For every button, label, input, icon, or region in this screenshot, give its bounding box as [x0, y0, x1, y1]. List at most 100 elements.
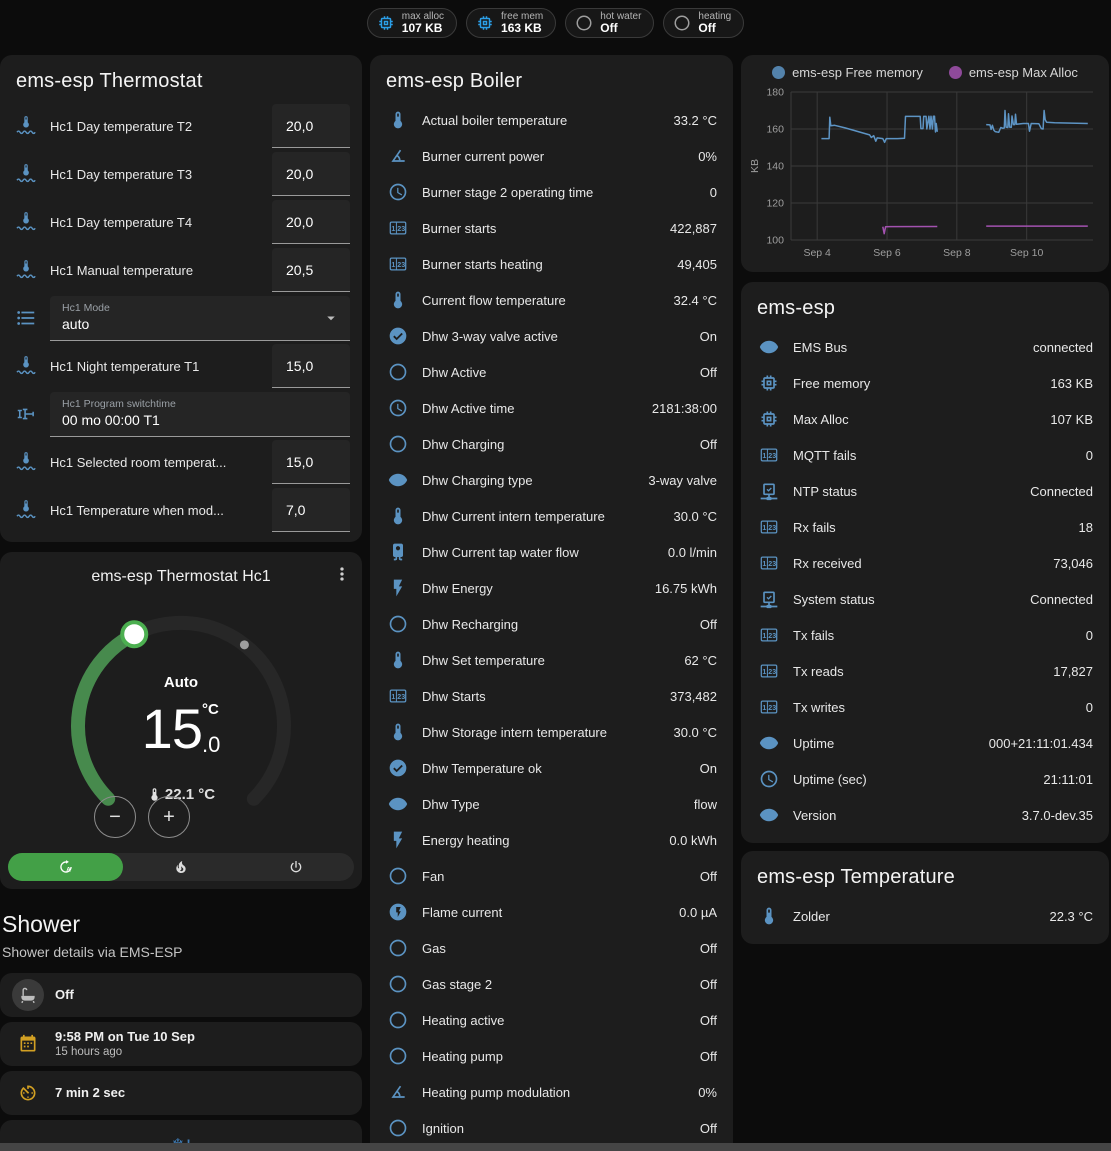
entity-row[interactable]: Gas stage 2 Off [370, 966, 733, 1002]
entity-value: 0 [1085, 447, 1093, 463]
chart-legend: ems-esp Free memory ems-esp Max Alloc [747, 65, 1103, 80]
entity-icon-wrap: 1 23 [386, 254, 410, 274]
flame-mode-button[interactable] [123, 853, 238, 881]
text-input[interactable]: Hc1 Program switchtime 00 mo 00:00 T1 [50, 391, 350, 437]
entity-icon-wrap [386, 362, 410, 382]
entity-label: Burner starts heating [422, 256, 543, 272]
svg-text:1: 1 [762, 560, 766, 568]
entity-label: MQTT fails [793, 447, 857, 463]
status-chip[interactable]: heating Off [663, 8, 745, 38]
auto-mode-mode-button[interactable]: A [8, 853, 124, 881]
temp-decrease-button[interactable]: − [94, 796, 136, 838]
entity-row[interactable]: 1 23 Dhw Starts 373,482 [370, 678, 733, 714]
entity-row[interactable]: Ignition Off [370, 1110, 733, 1146]
chip-label: free mem [501, 10, 544, 22]
entity-label: Burner current power [422, 148, 545, 164]
number-input[interactable]: 7,0 [272, 488, 350, 532]
entity-value: 0.0 kWh [669, 832, 717, 848]
number-input[interactable]: 20,0 [272, 200, 350, 244]
number-input[interactable]: 20,0 [272, 152, 350, 196]
entity-row[interactable]: Dhw Charging type 3-way valve [370, 462, 733, 498]
entity-row[interactable]: 1 23 Tx reads 17,827 [741, 653, 1109, 689]
number-input[interactable]: 20,0 [272, 104, 350, 148]
counter-icon: 1 23 [759, 553, 779, 573]
entity-row[interactable]: NTP status Connected [741, 473, 1109, 509]
status-chip[interactable]: hot water Off [565, 8, 655, 38]
thermometer-waves-icon [15, 211, 37, 233]
entity-value: Off [699, 436, 717, 452]
entity-row[interactable]: Actual boiler temperature 33.2 °C [370, 102, 733, 138]
eye-icon [388, 470, 408, 490]
circle-icon [388, 938, 408, 958]
shower-tile[interactable]: 7 min 2 sec [0, 1071, 362, 1115]
target-temp-integer: 15 [141, 697, 203, 760]
entity-row[interactable]: Dhw Active time 2181:38:00 [370, 390, 733, 426]
entity-row[interactable]: Free memory 163 KB [741, 365, 1109, 401]
entity-row[interactable]: 1 23 Tx writes 0 [741, 689, 1109, 725]
entity-row[interactable]: Dhw Temperature ok On [370, 750, 733, 786]
entity-row[interactable]: Max Alloc 107 KB [741, 401, 1109, 437]
shower-tile[interactable]: Off [0, 973, 362, 1017]
entity-row[interactable]: Heating pump Off [370, 1038, 733, 1074]
entity-icon-wrap [757, 373, 781, 393]
entity-row[interactable]: Version 3.7.0-dev.35 [741, 797, 1109, 833]
entity-row[interactable]: 1 23 Rx received 73,046 [741, 545, 1109, 581]
entity-row[interactable]: Zolder 22.3 °C [741, 898, 1109, 934]
tile-primary-text: 9:58 PM on Tue 10 Sep [55, 1028, 195, 1044]
shower-tile[interactable]: 9:58 PM on Tue 10 Sep 15 hours ago [0, 1022, 362, 1066]
entity-row[interactable]: Burner stage 2 operating time 0 [370, 174, 733, 210]
legend-item[interactable]: ems-esp Max Alloc [948, 65, 1078, 80]
svg-text:23: 23 [768, 704, 776, 712]
entity-row[interactable]: Gas Off [370, 930, 733, 966]
entity-row[interactable]: Dhw Active Off [370, 354, 733, 390]
number-input[interactable]: 15,0 [272, 440, 350, 484]
svg-text:Sep 4: Sep 4 [803, 247, 831, 259]
entity-row[interactable]: Uptime (sec) 21:11:01 [741, 761, 1109, 797]
entity-row[interactable]: EMS Bus connected [741, 329, 1109, 365]
entity-row[interactable]: Dhw 3-way valve active On [370, 318, 733, 354]
dial-arc[interactable] [16, 588, 346, 838]
entity-row[interactable]: Dhw Recharging Off [370, 606, 733, 642]
entity-row[interactable]: Dhw Set temperature 62 °C [370, 642, 733, 678]
select-input[interactable]: Hc1 Mode auto [50, 295, 350, 341]
entity-row[interactable]: Dhw Energy 16.75 kWh [370, 570, 733, 606]
temp-increase-button[interactable]: + [148, 796, 190, 838]
entity-row[interactable]: Dhw Current tap water flow 0.0 l/min [370, 534, 733, 570]
entity-row[interactable]: 1 23 Tx fails 0 [741, 617, 1109, 653]
entity-row[interactable]: 1 23 Burner starts heating 49,405 [370, 246, 733, 282]
number-input[interactable]: 15,0 [272, 344, 350, 388]
entity-row[interactable]: 1 23 Burner starts 422,887 [370, 210, 733, 246]
entity-row[interactable]: Heating pump modulation 0% [370, 1074, 733, 1110]
entity-value: 22.3 °C [1049, 908, 1093, 924]
power-mode-button[interactable] [239, 853, 354, 881]
entity-row[interactable]: Dhw Charging Off [370, 426, 733, 462]
entity-row[interactable]: System status Connected [741, 581, 1109, 617]
entity-row[interactable]: Dhw Storage intern temperature 30.0 °C [370, 714, 733, 750]
entity-row[interactable]: 1 23 Rx fails 18 [741, 509, 1109, 545]
legend-label: ems-esp Free memory [792, 65, 923, 80]
entity-value: 17,827 [1053, 663, 1093, 679]
dots-vertical-icon[interactable] [332, 564, 352, 584]
status-chip[interactable]: free mem 163 KB [466, 8, 557, 38]
entity-row[interactable]: Flame current 0.0 µA [370, 894, 733, 930]
svg-text:1: 1 [391, 261, 395, 269]
history-chart[interactable]: 100 120 140 160 180 Sep 4 Sep 6 Sep 8 Sep 10 KB [747, 82, 1101, 268]
entity-row[interactable]: Dhw Current intern temperature 30.0 °C [370, 498, 733, 534]
entity-row[interactable]: Uptime 000+21:11:01.434 [741, 725, 1109, 761]
entity-icon-wrap: 1 23 [386, 686, 410, 706]
entity-row[interactable]: Fan Off [370, 858, 733, 894]
entity-row[interactable]: Burner current power 0% [370, 138, 733, 174]
number-input[interactable]: 20,5 [272, 248, 350, 292]
entity-row[interactable]: Heating active Off [370, 1002, 733, 1038]
entity-icon-wrap [757, 589, 781, 609]
horizontal-scrollbar[interactable] [0, 1143, 1111, 1151]
entity-row[interactable]: Dhw Type flow [370, 786, 733, 822]
legend-item[interactable]: ems-esp Free memory [772, 65, 923, 80]
entity-row[interactable]: Current flow temperature 32.4 °C [370, 282, 733, 318]
entity-row[interactable]: Energy heating 0.0 kWh [370, 822, 733, 858]
entity-row[interactable]: 1 23 MQTT fails 0 [741, 437, 1109, 473]
counter-icon: 1 23 [759, 445, 779, 465]
entity-icon-wrap: 1 23 [757, 625, 781, 645]
middle-column: ems-esp Boiler Actual boiler temperature… [370, 55, 733, 1151]
status-chip[interactable]: max alloc 107 KB [366, 8, 458, 38]
